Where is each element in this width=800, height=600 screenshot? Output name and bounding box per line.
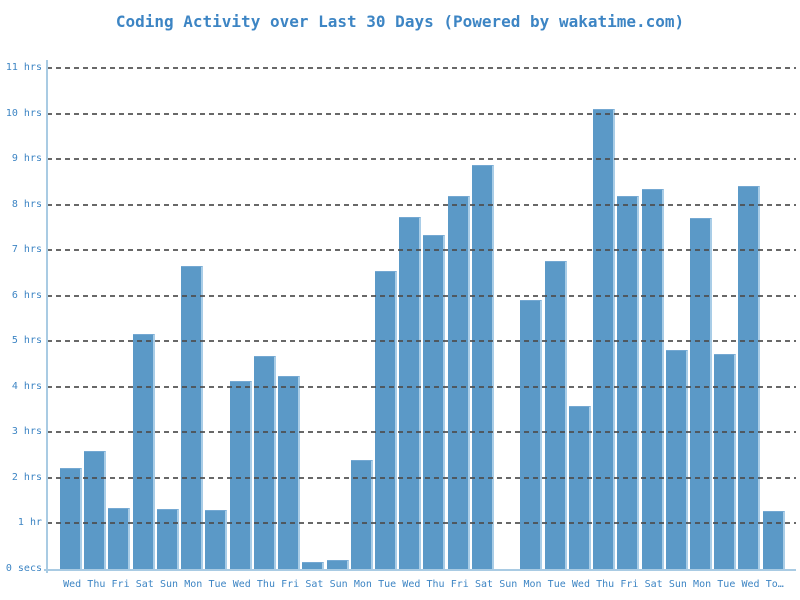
x-tick-label: Wed (232, 579, 251, 590)
bar (762, 510, 785, 569)
bar (205, 509, 228, 569)
gridline-7hr (47, 249, 796, 252)
x-tick-label: Tue (717, 579, 736, 590)
bar (84, 450, 107, 569)
y-tick-label: 10 hrs (5, 107, 42, 119)
bar (229, 380, 252, 569)
x-tick-label: Mon (523, 579, 542, 590)
bar (374, 270, 397, 569)
bar (714, 354, 737, 569)
x-axis-line (44, 569, 796, 571)
y-tick-label: 0 secs (5, 563, 42, 574)
x-tick-label: Sat (305, 579, 324, 590)
x-tick-label: Thu (87, 579, 106, 590)
gridline-5hr (47, 340, 796, 343)
gridline-2hr (47, 476, 796, 479)
y-tick-label: 2 hrs (11, 471, 42, 483)
y-tick-label: 5 hrs (11, 335, 42, 347)
y-tick-label: 9 hrs (11, 153, 42, 165)
x-tick-label: Sun (668, 579, 687, 590)
x-tick-label: Fri (111, 579, 130, 590)
bar (520, 300, 543, 569)
bar (253, 355, 276, 569)
x-tick-label: Fri (450, 579, 469, 590)
chart-title: Coding Activity over Last 30 Days (Power… (115, 12, 685, 31)
y-tick-label: 11 hrs (5, 62, 42, 73)
x-tick-label: Wed (63, 579, 82, 590)
x-tick-label: Sat (644, 579, 663, 590)
bar (471, 164, 494, 569)
bar (350, 459, 373, 569)
bar (689, 218, 712, 569)
bar (593, 108, 616, 569)
x-tick-label: Wed (741, 579, 760, 590)
x-tick-label: Fri (281, 579, 300, 590)
y-axis-line (46, 60, 48, 573)
x-tick-label: Mon (184, 579, 203, 590)
x-tick-label: Thu (256, 579, 275, 590)
gridline-6hr (47, 294, 796, 297)
bar (544, 260, 567, 569)
x-tick-label: Wed (571, 579, 590, 590)
gridline-4hr (47, 385, 796, 388)
x-tick-label: Thu (426, 579, 445, 590)
bar (568, 405, 591, 569)
bar (60, 467, 82, 569)
bar (447, 195, 470, 569)
bar (278, 375, 301, 569)
gridline-1hr (47, 522, 796, 525)
gridline-11hr (47, 67, 796, 69)
bar (399, 216, 422, 569)
gridline-3hr (47, 431, 796, 434)
y-tick-label: 1 hr (17, 517, 42, 529)
y-tick-label: 4 hrs (11, 380, 42, 392)
x-tick-label: Sun (159, 579, 179, 590)
y-tick-label: 8 hrs (11, 198, 42, 210)
bar (423, 235, 446, 569)
x-tick-label: Sat (474, 579, 494, 590)
gridline-9hr (47, 158, 796, 161)
bar (326, 559, 349, 569)
x-tick-label: Tue (208, 579, 227, 590)
x-tick-label: Mon (693, 579, 712, 590)
y-tick-label: 3 hrs (11, 426, 42, 438)
x-tick-label: Wed (402, 579, 421, 590)
x-tick-label: Fri (620, 579, 639, 590)
x-tick-label: Sun (499, 579, 518, 590)
x-tick-label: Mon (353, 579, 372, 590)
x-tick-label: Sat (135, 579, 154, 590)
bar (302, 562, 325, 569)
y-tick-label: 7 hrs (11, 244, 42, 256)
bar (617, 195, 640, 569)
bar (108, 508, 131, 569)
bar (156, 508, 179, 569)
bar (132, 334, 155, 569)
gridline-10hr (47, 112, 796, 115)
x-tick-label: Sun (329, 579, 348, 590)
bar (641, 188, 664, 569)
bar (738, 186, 761, 569)
x-tick-label: To… (765, 579, 784, 590)
bar (665, 350, 688, 569)
gridline-8hr (47, 203, 796, 206)
x-tick-label: Tue (547, 579, 566, 590)
x-tick-label: Tue (378, 579, 397, 590)
y-tick-label: 6 hrs (11, 289, 42, 301)
x-tick-label: Thu (596, 579, 615, 590)
